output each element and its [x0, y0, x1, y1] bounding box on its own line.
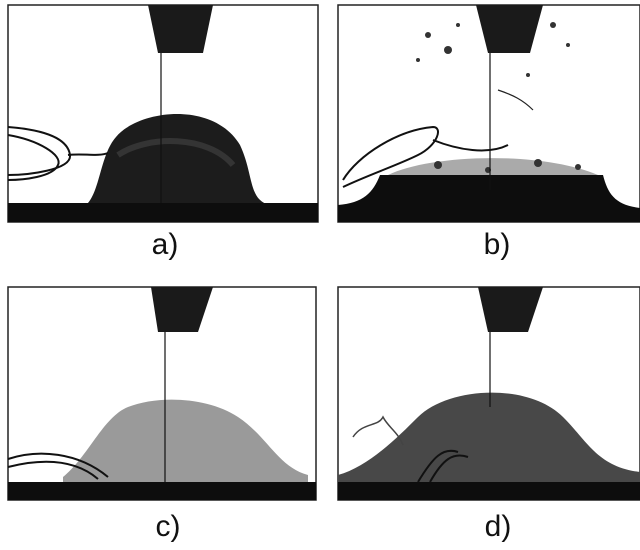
photo-c	[8, 287, 316, 500]
panel-label: c)	[156, 510, 181, 543]
photo-b	[338, 5, 640, 222]
photo-d	[338, 287, 640, 500]
panel-label: b)	[484, 228, 511, 261]
figure: a) b) c) d)	[0, 0, 640, 550]
panel-label: d)	[485, 510, 512, 543]
panel-label: a)	[152, 228, 179, 261]
photo-a	[8, 5, 318, 222]
